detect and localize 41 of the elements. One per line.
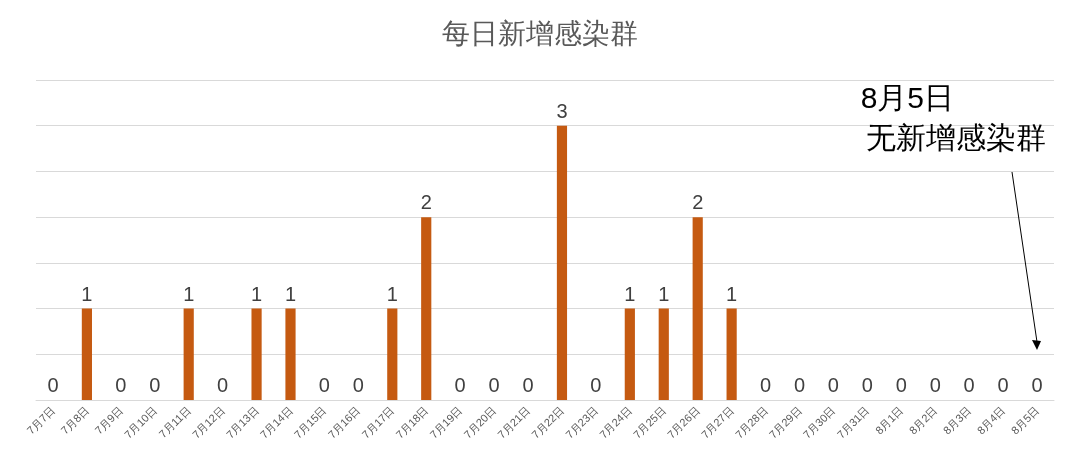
data-label: 1 — [251, 282, 263, 305]
data-label: 2 — [420, 191, 432, 214]
data-label: 0 — [318, 374, 330, 396]
data-label: 0 — [929, 374, 941, 396]
data-label: 0 — [793, 374, 806, 396]
x-tick-label: 7月7日 — [24, 403, 58, 437]
data-label: 0 — [454, 374, 466, 396]
data-label: 0 — [590, 374, 602, 396]
data-label: 0 — [352, 374, 364, 396]
data-label: 0 — [861, 374, 873, 396]
data-label: 0 — [895, 374, 907, 396]
annotation: 8月5日 — [860, 80, 955, 114]
data-label: 0 — [827, 374, 839, 396]
data-label: 0 — [1031, 374, 1043, 396]
data-label: 0 — [963, 374, 975, 396]
x-tick-label: 8月5日 — [1008, 403, 1042, 437]
data-label: 1 — [624, 282, 636, 305]
x-tick-label: 7月8日 — [58, 403, 92, 437]
data-label: 1 — [183, 282, 195, 305]
data-label: 0 — [115, 374, 127, 396]
data-label: 0 — [997, 374, 1009, 396]
data-label: 1 — [726, 282, 738, 305]
chart-title: 每日新增感染群 — [442, 17, 638, 49]
data-label: 0 — [217, 374, 229, 396]
data-label: 1 — [284, 282, 297, 305]
data-label: 1 — [81, 282, 93, 305]
data-label: 0 — [760, 374, 772, 396]
data-label: 0 — [47, 374, 59, 396]
annotation: 无新增感染群 — [866, 120, 1046, 154]
data-label: 1 — [386, 282, 398, 305]
x-tick-label: 7月31日 — [834, 403, 872, 441]
data-label: 0 — [149, 374, 161, 396]
data-label: 1 — [658, 282, 670, 305]
x-tick-label: 8月3日 — [940, 403, 974, 437]
data-label: 2 — [692, 191, 704, 214]
data-label: 0 — [522, 374, 534, 396]
x-tick-label: 8月4日 — [974, 403, 1008, 437]
data-label: 0 — [488, 374, 500, 396]
x-tick-label: 8月2日 — [906, 403, 940, 437]
x-tick-label: 8月1日 — [872, 403, 906, 437]
data-label: 3 — [556, 99, 568, 122]
